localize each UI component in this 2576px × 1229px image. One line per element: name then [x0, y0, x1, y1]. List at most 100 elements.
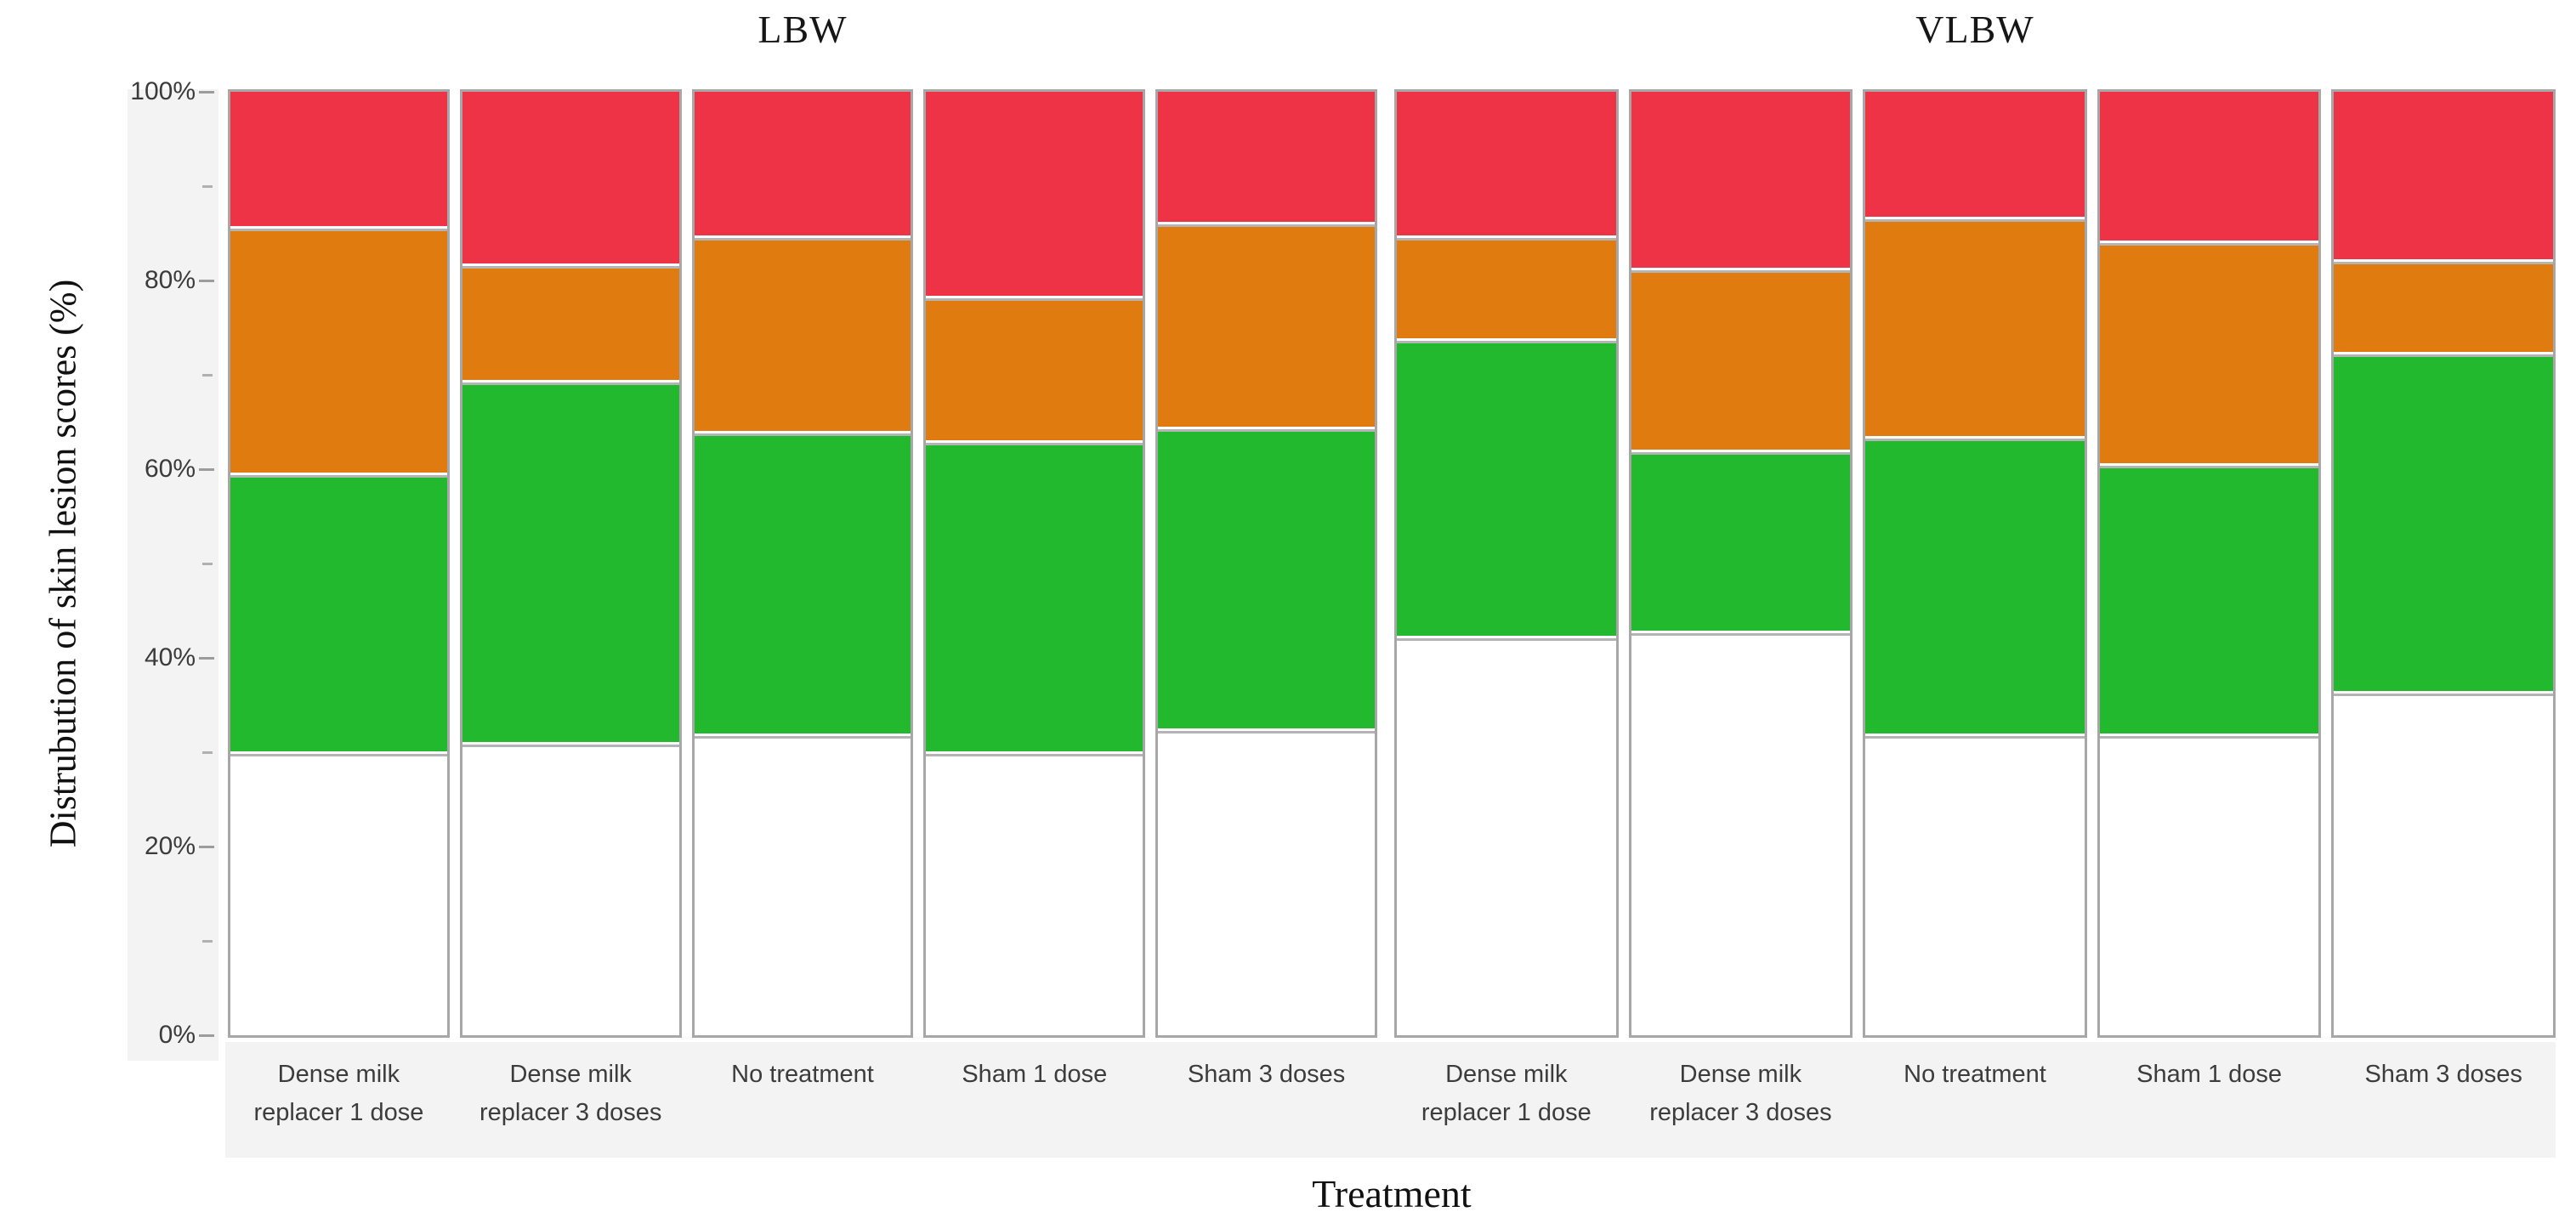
segment-divider: [926, 440, 1143, 446]
category-label-sham-3-doses: Sham 3 doses: [2331, 1042, 2556, 1158]
y-tick-mark-major: [199, 1034, 214, 1037]
segment-divider: [230, 226, 447, 232]
bar-lbw-sham-3-doses[interactable]: [1155, 89, 1377, 1038]
bar-vlbw-sham-3-doses[interactable]: [2331, 89, 2556, 1038]
segment-red[interactable]: [2334, 92, 2553, 259]
y-tick-label-20: 20%: [144, 832, 196, 860]
segment-divider: [462, 263, 679, 269]
y-axis-title: Distrubution of skin lesion scores (%): [42, 279, 84, 848]
category-label-line: No treatment: [1904, 1061, 2046, 1088]
category-label-dense-milk-replacer-1-dose: Dense milk replacer 1 dose: [228, 1042, 450, 1158]
segment-white[interactable]: [2334, 696, 2553, 1035]
y-axis-strip: [128, 89, 218, 1061]
segment-red[interactable]: [1158, 92, 1375, 222]
bar-lbw-sham-1-dose[interactable]: [923, 89, 1146, 1038]
x-axis-title: Treatment: [1312, 1172, 1472, 1215]
segment-divider: [1865, 217, 2085, 223]
bar-vlbw-sham-1-dose[interactable]: [2097, 89, 2322, 1038]
category-label-line: Dense milk: [277, 1061, 400, 1088]
panel-title-lbw: LBW: [757, 8, 848, 51]
segment-green[interactable]: [1631, 454, 1851, 631]
segment-divider: [694, 431, 911, 437]
category-labels-lbw: Dense milk replacer 1 dose Dense milk repla…: [228, 1042, 1377, 1158]
segment-green[interactable]: [1158, 431, 1375, 729]
segment-divider: [2334, 352, 2553, 358]
segment-white[interactable]: [1865, 738, 2085, 1035]
segment-orange[interactable]: [462, 269, 679, 381]
y-tick-mark-major: [199, 657, 214, 660]
segment-red[interactable]: [926, 92, 1143, 297]
bar-lbw-no-treatment[interactable]: [691, 89, 914, 1038]
segment-orange[interactable]: [926, 301, 1143, 441]
segment-red[interactable]: [462, 92, 679, 264]
y-tick-label-0: 0%: [158, 1021, 196, 1049]
segment-divider: [1397, 635, 1616, 641]
bar-lbw-dense-milk-replacer-3-doses[interactable]: [459, 89, 682, 1038]
segment-green[interactable]: [694, 436, 911, 733]
panel-bars-lbw: [228, 89, 1377, 1038]
segment-divider: [2334, 691, 2553, 697]
segment-white[interactable]: [1158, 733, 1375, 1035]
segment-orange[interactable]: [694, 241, 911, 432]
segment-green[interactable]: [2334, 357, 2553, 692]
segment-red[interactable]: [2099, 92, 2319, 241]
segment-divider: [1158, 426, 1375, 432]
segment-divider: [1865, 435, 2085, 441]
segment-green[interactable]: [1397, 343, 1616, 636]
bar-vlbw-no-treatment[interactable]: [1863, 89, 2087, 1038]
category-label-dense-milk-replacer-3-doses: Dense milk replacer 3 doses: [460, 1042, 682, 1158]
segment-orange[interactable]: [1631, 273, 1851, 450]
segment-divider: [1631, 268, 1851, 274]
segment-white[interactable]: [926, 756, 1143, 1035]
bar-vlbw-dense-milk-replacer-3-doses[interactable]: [1628, 89, 1853, 1038]
segment-divider: [1631, 631, 1851, 637]
segment-divider: [926, 751, 1143, 757]
category-label-line: Sham 3 doses: [1187, 1061, 1346, 1088]
panel-title-vlbw: VLBW: [1915, 8, 2034, 51]
segment-red[interactable]: [694, 92, 911, 236]
segment-green[interactable]: [1865, 440, 2085, 733]
segment-green[interactable]: [462, 385, 679, 743]
category-label-dense-milk-replacer-3-doses: Dense milk replacer 3 doses: [1629, 1042, 1853, 1158]
segment-white[interactable]: [1631, 636, 1851, 1036]
category-label-dense-milk-replacer-1-dose: Dense milk replacer 1 dose: [1394, 1042, 1619, 1158]
segment-divider: [230, 473, 447, 479]
category-label-line: Dense milk: [1445, 1061, 1568, 1088]
segment-orange[interactable]: [230, 231, 447, 473]
bar-lbw-dense-milk-replacer-1-dose[interactable]: [228, 89, 450, 1038]
category-label-sham-3-doses: Sham 3 doses: [1155, 1042, 1377, 1158]
segment-white[interactable]: [1397, 640, 1616, 1035]
category-label-line: replacer 3 doses: [479, 1099, 662, 1126]
category-label-line: Dense milk: [1679, 1061, 1802, 1088]
segment-red[interactable]: [1631, 92, 1851, 269]
segment-orange[interactable]: [1865, 222, 2085, 436]
segment-green[interactable]: [2099, 468, 2319, 733]
segment-white[interactable]: [2099, 738, 2319, 1035]
category-label-no-treatment: No treatment: [692, 1042, 914, 1158]
segment-orange[interactable]: [1397, 241, 1616, 338]
segment-divider: [1631, 449, 1851, 455]
category-labels-vlbw: Dense milk replacer 1 dose Dense milk repla…: [1394, 1042, 2556, 1158]
segment-orange[interactable]: [2334, 263, 2553, 353]
y-tick-mark-minor: [202, 563, 213, 565]
category-label-sham-1-dose: Sham 1 dose: [923, 1042, 1145, 1158]
segment-orange[interactable]: [2099, 245, 2319, 464]
bar-vlbw-dense-milk-replacer-1-dose[interactable]: [1394, 89, 1619, 1038]
y-tick-label-40: 40%: [144, 643, 196, 671]
segment-red[interactable]: [1397, 92, 1616, 236]
segment-red[interactable]: [230, 92, 447, 227]
segment-divider: [694, 235, 911, 241]
segment-orange[interactable]: [1158, 226, 1375, 427]
category-label-line: Dense milk: [509, 1061, 632, 1088]
segment-white[interactable]: [230, 756, 447, 1035]
y-tick-mark-minor: [202, 751, 213, 754]
segment-green[interactable]: [230, 478, 447, 752]
category-label-line: Sham 3 doses: [2364, 1061, 2522, 1088]
segment-white[interactable]: [694, 738, 911, 1035]
segment-divider: [2099, 240, 2319, 246]
x-axis-strip: Dense milk replacer 1 dose Dense milk repla…: [225, 1042, 2556, 1158]
segment-red[interactable]: [1865, 92, 2085, 218]
category-label-line: replacer 1 dose: [253, 1099, 424, 1126]
segment-white[interactable]: [462, 747, 679, 1035]
segment-green[interactable]: [926, 445, 1143, 752]
